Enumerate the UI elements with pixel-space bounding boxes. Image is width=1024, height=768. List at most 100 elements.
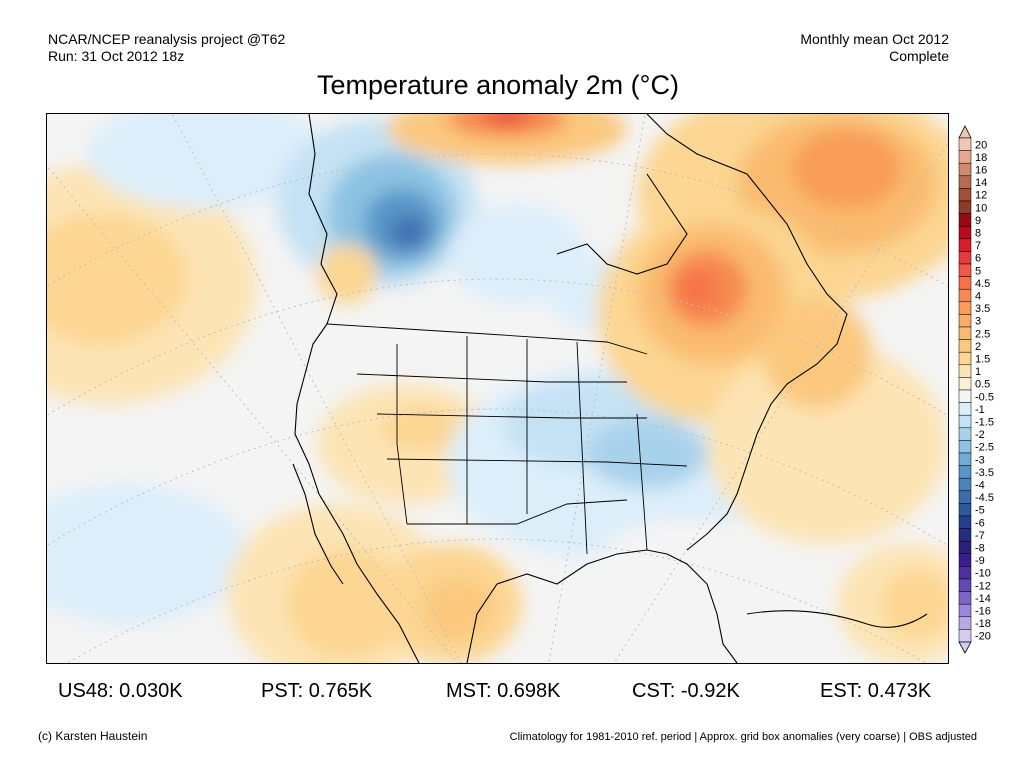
legend-label: -20 [975, 631, 991, 643]
legend-label: -7 [975, 530, 985, 542]
legend-label: 3 [975, 316, 981, 328]
legend-swatch [958, 591, 972, 605]
legend-swatch [958, 402, 972, 416]
legend-swatch [958, 213, 972, 227]
legend-swatch [958, 553, 972, 567]
legend-label: 1.5 [975, 354, 990, 366]
legend-swatch [958, 440, 972, 454]
legend-arrow-bottom [958, 641, 972, 654]
legend-label: -2.5 [975, 442, 994, 454]
anomaly-map [46, 113, 949, 664]
stat-pst: PST: 0.765K [261, 680, 373, 702]
legend-label: 1 [975, 366, 981, 378]
dataset-label: NCAR/NCEP reanalysis project @T62 [48, 31, 286, 47]
legend-swatch [958, 150, 972, 164]
legend-label: 8 [975, 228, 981, 240]
map-title: Temperature anomaly 2m (°C) [317, 70, 679, 100]
legend-swatch [958, 137, 972, 151]
period-info: Monthly mean Oct 2012 Complete [800, 31, 949, 65]
legend-label: -18 [975, 618, 991, 630]
legend-swatch [958, 263, 972, 277]
legend-label: 4.5 [975, 278, 990, 290]
legend-swatch [958, 490, 972, 504]
methodology-note: Climatology for 1981-2010 ref. period | … [509, 731, 977, 743]
legend-label: -1 [975, 404, 985, 416]
legend-label: 6 [975, 253, 981, 265]
legend-label: 2.5 [975, 328, 990, 340]
stat-cst: CST: -0.92K [632, 680, 740, 702]
legend-label: 0.5 [975, 379, 990, 391]
legend-label: 5 [975, 265, 981, 277]
legend-swatch [958, 238, 972, 252]
legend-label: -5 [975, 505, 985, 517]
regional-stats: US48: 0.030K PST: 0.765K MST: 0.698K CST… [58, 680, 958, 706]
copyright: (c) Karsten Haustein [38, 729, 148, 743]
legend-label: 7 [975, 240, 981, 252]
legend-swatch [958, 616, 972, 630]
legend-swatch [958, 251, 972, 265]
legend-swatch [958, 465, 972, 479]
anomaly-shading [47, 114, 948, 663]
state-borders [326, 323, 688, 555]
legend-label: -3.5 [975, 467, 994, 479]
legend-label: -3 [975, 454, 985, 466]
legend-label: -6 [975, 517, 985, 529]
legend-label: -9 [975, 555, 985, 567]
legend-swatch [958, 566, 972, 580]
legend-label: 9 [975, 215, 981, 227]
legend-label: 14 [975, 177, 987, 189]
status-label: Complete [889, 48, 949, 64]
coastlines [292, 114, 928, 663]
legend-swatch [958, 389, 972, 403]
legend-label: -14 [975, 593, 991, 605]
legend-label: 2 [975, 341, 981, 353]
legend-swatch [958, 603, 972, 618]
color-legend: 20 18 16 14 12 10 9 8 7 6 5 4.5 4 3.5 3 2.5 2 1.5 1 0.5 -0.5… [957, 125, 1023, 654]
legend-swatch [958, 225, 972, 240]
stat-mst: MST: 0.698K [446, 680, 561, 702]
legend-swatch [958, 427, 972, 441]
legend-swatch [958, 314, 972, 328]
legend-swatch [958, 377, 972, 391]
legend-label: 3.5 [975, 303, 990, 315]
legend-label: 12 [975, 190, 987, 202]
legend-label: -12 [975, 580, 991, 592]
legend-swatch [958, 276, 972, 290]
legend-swatch [958, 162, 972, 177]
legend-swatch [958, 629, 972, 643]
legend-label: 18 [975, 152, 987, 164]
legend-swatch [958, 351, 972, 366]
legend-label: 4 [975, 291, 981, 303]
legend-label: -0.5 [975, 391, 994, 403]
period-label: Monthly mean Oct 2012 [800, 31, 949, 47]
legend-swatch [958, 477, 972, 492]
anomaly-map-canvas [47, 114, 948, 663]
legend-label: -10 [975, 568, 991, 580]
legend-label: -8 [975, 543, 985, 555]
legend-swatch [958, 175, 972, 189]
color-legend-svg: 201816141210987654.543.532.521.510.5-0.5… [958, 125, 994, 654]
legend-swatch [958, 301, 972, 315]
legend-swatch [958, 503, 972, 517]
graticule [47, 114, 948, 663]
legend-swatch [958, 414, 972, 429]
legend-swatch [958, 528, 972, 542]
legend-swatch [958, 326, 972, 340]
legend-label: 20 [975, 139, 987, 151]
run-info: NCAR/NCEP reanalysis project @T62 Run: 3… [48, 31, 285, 65]
legend-swatch [958, 515, 972, 529]
legend-swatch [958, 452, 972, 466]
legend-label: 16 [975, 165, 987, 177]
legend-label: -4.5 [975, 492, 994, 504]
legend-label: -16 [975, 606, 991, 618]
stat-us48: US48: 0.030K [58, 680, 183, 702]
legend-label: -1.5 [975, 417, 994, 429]
legend-label: 10 [975, 202, 987, 214]
legend-swatch [958, 364, 972, 378]
legend-label: -2 [975, 429, 985, 441]
legend-swatch [958, 188, 972, 202]
legend-swatch [958, 578, 972, 592]
legend-arrow-top [958, 125, 972, 139]
legend-label: -4 [975, 480, 985, 492]
legend-swatch [958, 200, 972, 214]
